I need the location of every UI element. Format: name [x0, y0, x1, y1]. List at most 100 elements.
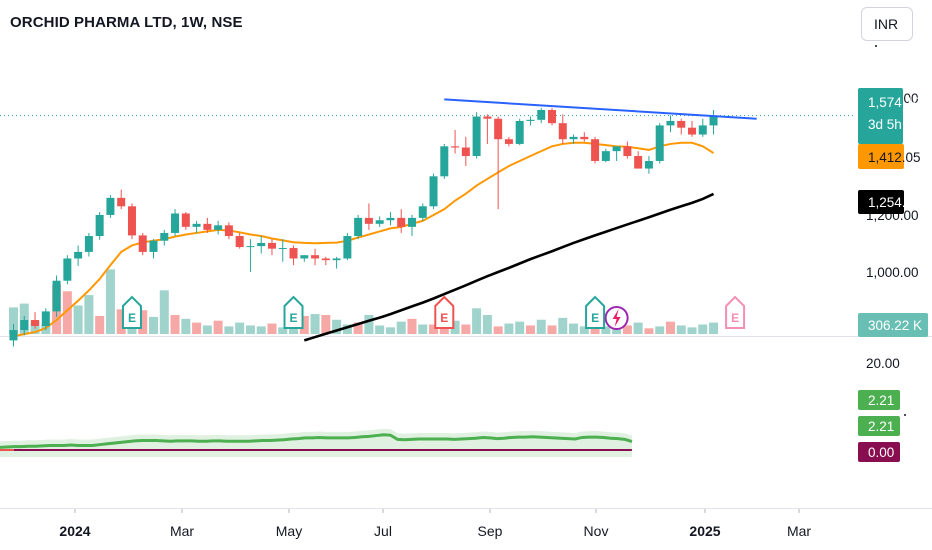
volume-bar	[579, 326, 589, 334]
candle-body	[440, 146, 449, 177]
volume-bar	[245, 325, 255, 334]
candle-body	[548, 110, 556, 124]
volume-bar	[525, 325, 535, 334]
indicator-line	[0, 433, 633, 449]
candle-body	[623, 146, 632, 157]
candle-body	[612, 146, 621, 152]
earnings-event-icon: E	[725, 295, 746, 329]
candle-body	[117, 197, 126, 207]
candle-body	[698, 125, 707, 135]
sma-line	[303, 192, 715, 342]
time-axis-label: Nov	[584, 523, 609, 539]
last-price-value: 1,574.10	[868, 95, 921, 110]
volume-bar	[84, 295, 94, 334]
candle-body	[591, 139, 600, 161]
volume-bar	[450, 320, 460, 334]
candle-body	[106, 197, 115, 215]
candle-body	[354, 217, 363, 237]
volume-bar	[515, 321, 525, 334]
candle-body	[321, 258, 330, 261]
ema-value-label: 1,412.05	[858, 144, 921, 169]
candle-body	[203, 223, 212, 230]
volume-bar	[375, 325, 385, 334]
indicator-value-label-2: 2.21	[858, 416, 900, 436]
currency-selector[interactable]: INR	[861, 7, 913, 41]
candle-body	[407, 217, 416, 227]
volume-value-label: 306.22 K	[858, 313, 928, 337]
candle-body	[257, 242, 266, 247]
candle-body	[138, 235, 147, 252]
time-axis-label: May	[276, 523, 302, 539]
earnings-event-icon: E	[434, 295, 455, 329]
candle-body	[580, 136, 589, 140]
candle-body	[224, 225, 233, 237]
volume-bar	[62, 291, 72, 334]
candle-body	[666, 120, 675, 126]
volume-bar	[482, 315, 492, 334]
volume-bar	[73, 305, 83, 334]
volume-bar	[95, 315, 105, 334]
volume-bar	[213, 320, 223, 334]
volume-bar	[342, 324, 352, 334]
candle-body	[31, 320, 40, 326]
candle-body	[343, 236, 352, 259]
time-axis-label: Mar	[787, 523, 811, 539]
candle-body	[526, 119, 535, 121]
volume-bar	[429, 324, 439, 334]
volume-bar	[418, 324, 428, 334]
candle-body	[9, 330, 18, 341]
time-axis-label: Sep	[478, 523, 503, 539]
indicator-band	[0, 428, 632, 457]
candle-body	[644, 160, 653, 169]
sma-value-label: 1,254.17	[858, 190, 921, 214]
volume-bar	[159, 290, 169, 334]
price-series	[9, 107, 718, 347]
volume-bar	[385, 327, 395, 334]
volume-bar	[332, 319, 342, 334]
volume-bar	[192, 322, 202, 334]
candle-body	[569, 136, 578, 140]
time-axis-label: Jul	[374, 523, 392, 539]
volume-bar	[407, 318, 417, 334]
earnings-letter: E	[128, 311, 136, 325]
candle-body	[655, 125, 664, 161]
volume-bar	[493, 326, 503, 334]
volume-bar	[138, 310, 148, 334]
candle-body	[160, 232, 169, 241]
candle-body	[95, 214, 104, 237]
time-axis-label: 2025	[689, 523, 720, 539]
volume-bar	[353, 322, 363, 334]
volume-bar	[536, 319, 546, 334]
candle-body	[171, 213, 180, 233]
candle-body	[278, 248, 287, 250]
volume-bar	[622, 325, 632, 334]
earnings-letter: E	[440, 311, 448, 325]
volume-bar	[655, 326, 665, 334]
time-axis-label: 2024	[59, 523, 90, 539]
candle-body	[181, 213, 190, 227]
lightning-icon	[612, 309, 621, 327]
candle-body	[451, 146, 460, 148]
candle-body	[472, 116, 481, 157]
split-event-icon	[604, 306, 629, 330]
candle-body	[127, 206, 136, 236]
volume-bar	[202, 325, 212, 334]
volume-bar	[9, 307, 18, 334]
candle-body	[677, 120, 686, 128]
volume-bar	[267, 323, 277, 334]
earnings-event-icon: E	[283, 295, 304, 329]
volume-bar	[676, 325, 686, 334]
candle-body	[375, 220, 384, 224]
volume-bar	[278, 327, 288, 334]
candle-body	[494, 118, 503, 140]
earnings-flag-shape	[434, 295, 455, 329]
earnings-flag-shape	[283, 295, 304, 329]
candle-body	[364, 217, 373, 224]
chart-title: ORCHID PHARMA LTD, 1W, NSE	[10, 14, 243, 31]
candle-body	[52, 280, 61, 312]
ema-line	[13, 141, 715, 338]
candle-body	[192, 223, 201, 227]
candle-body	[688, 127, 697, 135]
earnings-flag-shape	[121, 295, 142, 329]
